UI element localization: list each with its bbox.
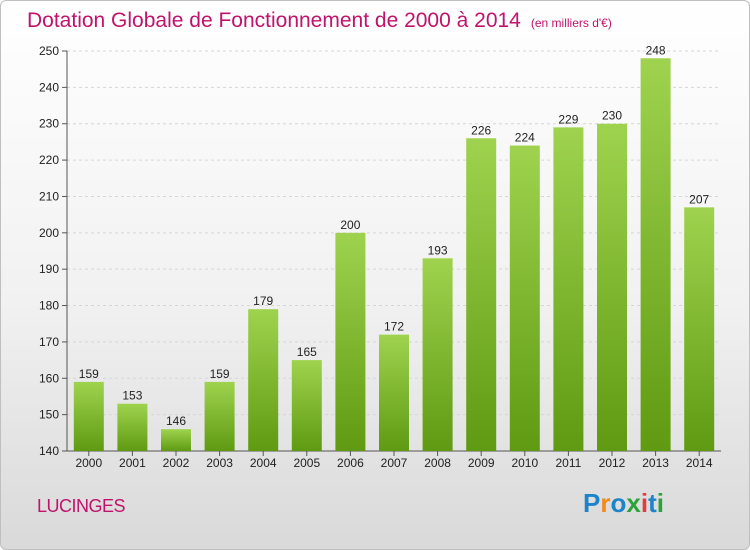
logo-letter: i [656, 488, 664, 518]
x-tick-label-2003: 2003 [206, 456, 233, 470]
data-label-2006: 200 [340, 218, 360, 232]
y-tick-label: 180 [39, 299, 59, 313]
data-label-2005: 165 [297, 345, 317, 359]
y-tick-label: 190 [39, 262, 59, 276]
bar-2011 [553, 127, 584, 451]
data-label-2009: 226 [471, 123, 491, 137]
data-label-2010: 224 [515, 131, 535, 145]
data-label-2002: 146 [166, 414, 186, 428]
chart-subtitle: (en milliers d'€) [530, 16, 612, 30]
y-tick-label: 240 [39, 80, 59, 94]
x-tick-label-2010: 2010 [511, 456, 538, 470]
bar-2012 [597, 123, 627, 452]
bar-2010 [509, 145, 540, 451]
bar-2000 [73, 381, 104, 451]
data-label-2011: 229 [558, 112, 578, 126]
bar-2008 [422, 258, 453, 451]
logo-letter: t [648, 488, 657, 518]
y-tick-label: 140 [39, 444, 59, 458]
x-tick-label-2011: 2011 [555, 456, 581, 470]
bar-2013 [640, 58, 671, 451]
y-tick-label: 210 [39, 189, 59, 203]
bar-2014 [684, 207, 715, 451]
x-tick-label-2002: 2002 [163, 456, 190, 470]
y-tick-label: 220 [39, 153, 59, 167]
y-tick-label: 250 [39, 44, 59, 58]
data-label-2008: 193 [428, 243, 448, 257]
x-tick-label-2008: 2008 [424, 456, 451, 470]
bar-2006 [335, 232, 366, 451]
y-tick-label: 160 [39, 371, 59, 385]
chart-title-text: Dotation Globale de Fonctionnement de 20… [27, 9, 521, 32]
y-tick-label: 170 [39, 335, 59, 349]
data-label-2004: 179 [253, 294, 273, 308]
x-tick-label-2005: 2005 [293, 456, 320, 470]
data-label-2012: 230 [602, 109, 622, 123]
y-tick-label: 150 [39, 408, 59, 422]
data-label-2013: 248 [646, 43, 666, 57]
x-tick-label-2009: 2009 [468, 456, 495, 470]
logo-letter: r [600, 488, 611, 518]
logo-letter: o [610, 488, 627, 518]
x-tick-label-2000: 2000 [75, 456, 102, 470]
data-label-2007: 172 [384, 320, 404, 334]
x-tick-label-2007: 2007 [381, 456, 408, 470]
proxiti-logo: Proxiti [583, 488, 664, 519]
data-label-2014: 207 [689, 192, 709, 206]
data-label-2000: 159 [79, 367, 99, 381]
y-tick-label: 200 [39, 226, 59, 240]
logo-letter: x [626, 488, 641, 518]
data-label-2001: 153 [122, 389, 142, 403]
bar-2009 [466, 138, 497, 452]
x-tick-label-2006: 2006 [337, 456, 364, 470]
x-tick-label-2001: 2001 [119, 456, 146, 470]
commune-name: LUCINGES [37, 496, 126, 516]
bar-2007 [379, 334, 409, 451]
y-tick-label: 230 [39, 117, 59, 131]
x-tick-label-2014: 2014 [686, 456, 713, 470]
bar-2003 [204, 381, 235, 451]
bar-2002 [161, 429, 191, 451]
bar-2001 [117, 403, 148, 451]
bar-2004 [248, 309, 279, 451]
logo-letter: P [583, 488, 601, 518]
data-label-2003: 159 [210, 367, 230, 381]
bar-2005 [291, 360, 322, 451]
x-tick-label-2004: 2004 [250, 456, 277, 470]
chart-title: Dotation Globale de Fonctionnement de 20… [27, 9, 612, 33]
x-tick-label-2013: 2013 [642, 456, 669, 470]
x-tick-label-2012: 2012 [599, 456, 626, 470]
logo-letter: i [640, 488, 649, 518]
